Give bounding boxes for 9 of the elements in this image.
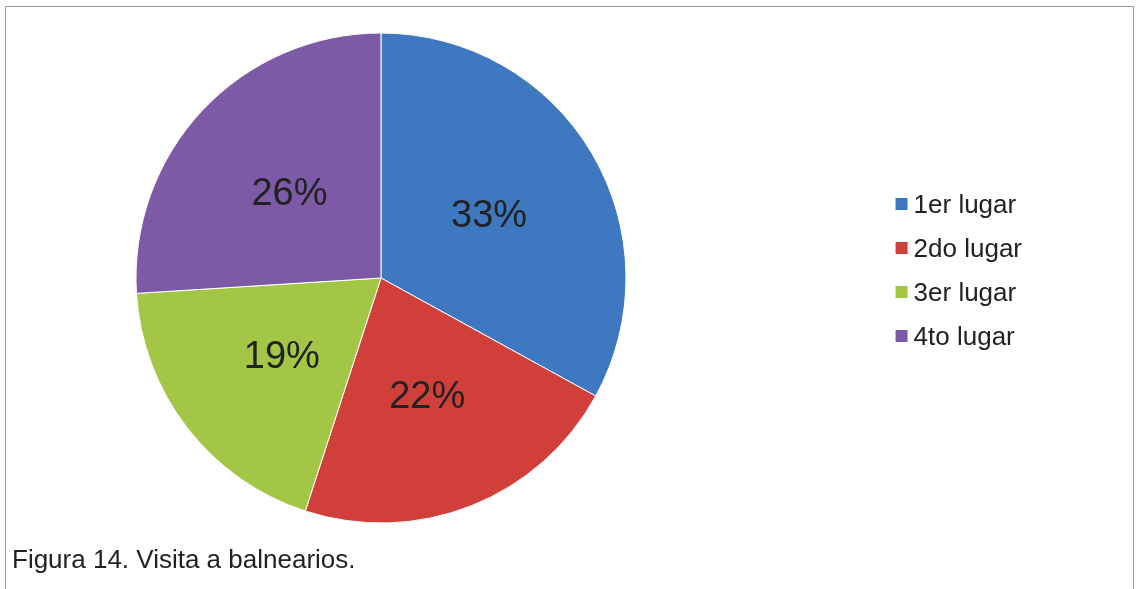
- data-label: 26%: [251, 171, 328, 214]
- legend-label: 4to lugar: [913, 321, 1016, 351]
- text: Figura 14. Visita a balnearios.: [12, 544, 356, 575]
- data-label: 19%: [243, 333, 320, 376]
- data-label: 33%: [450, 193, 528, 236]
- legend-label: 1er lugar: [913, 189, 1017, 219]
- data-label: 22%: [389, 373, 466, 416]
- legend-label: 3er lugar: [913, 277, 1017, 307]
- legend-label: 2do lugar: [913, 233, 1023, 263]
